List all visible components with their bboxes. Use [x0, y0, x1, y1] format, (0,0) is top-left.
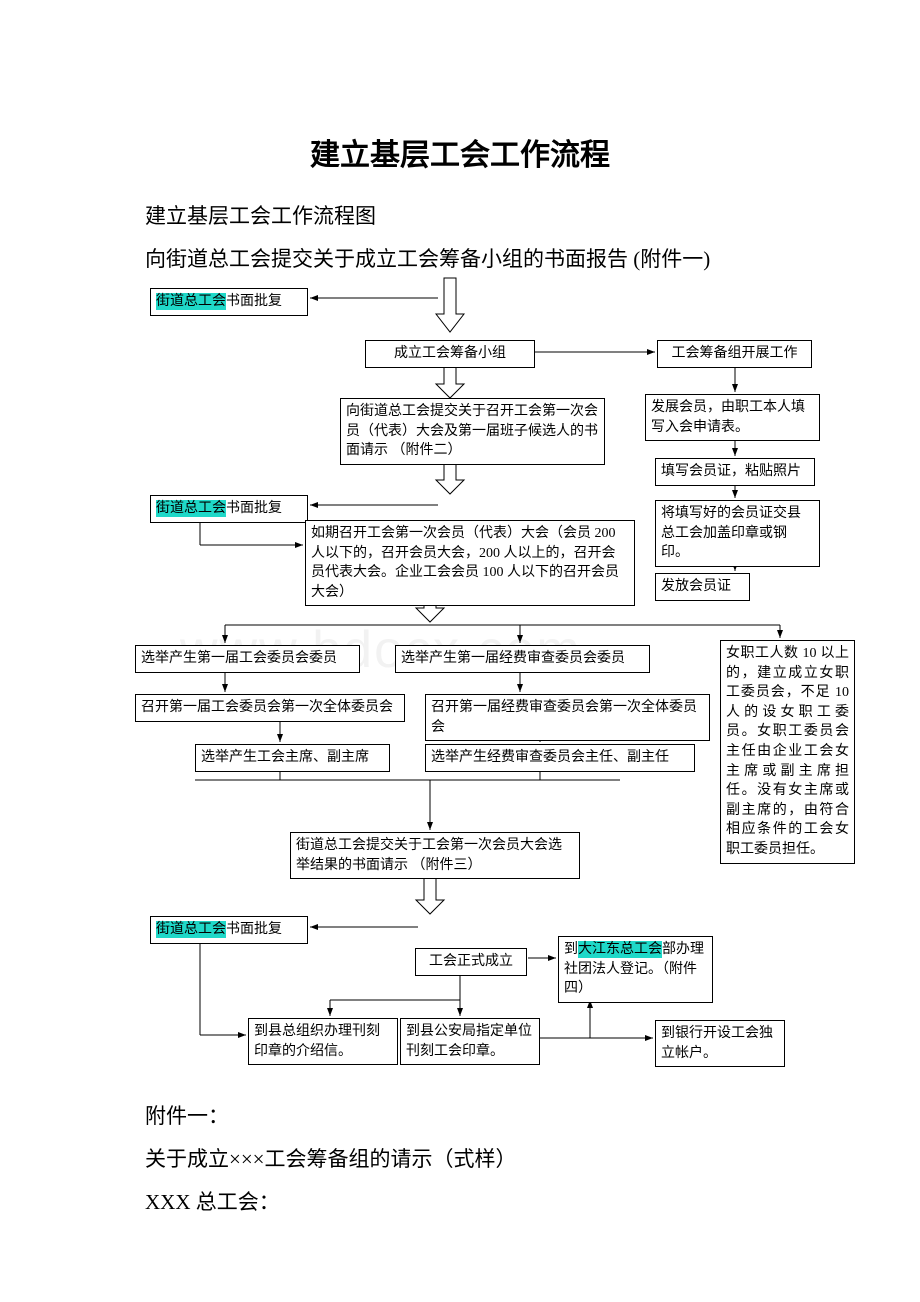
reply-box-1: 街道总工会书面批复 [150, 288, 308, 316]
highlight-4: 大江东总工会 [578, 941, 662, 958]
reply-text-2: 书面批复 [226, 501, 282, 516]
highlight-2: 街道总工会 [156, 500, 226, 517]
node-submit-request: 向街道总工会提交关于召开工会第一次会员（代表）大会及第一届班子候选人的书面请示 … [340, 398, 605, 465]
reply-text-1: 书面批复 [226, 294, 282, 309]
node-women-committee: 女职工人数 10 以上的，建立成立女职工委员会，不足 10 人的设女职工委员。女… [720, 640, 855, 864]
node-group-work: 工会筹备组开展工作 [657, 340, 812, 368]
node-official: 工会正式成立 [415, 948, 527, 976]
reply-box-2: 街道总工会书面批复 [150, 495, 308, 523]
node-elect-audit: 选举产生第一届经费审查委员会委员 [395, 645, 650, 673]
node-elect-committee: 选举产生第一届工会委员会委员 [135, 645, 360, 673]
highlight-1: 街道总工会 [156, 293, 226, 310]
node-elect-audit-chair: 选举产生经费审查委员会主任、副主任 [425, 744, 695, 772]
node-first-committee-meet: 召开第一届工会委员会第一次全体委员会 [135, 694, 405, 722]
node-intro-letter: 到县总组织办理刊刻印章的介绍信。 [248, 1018, 398, 1065]
reply-box-3: 街道总工会书面批复 [150, 916, 308, 944]
node-hold-meeting: 如期召开工会第一次会员（代表）大会（会员 200人以下的，召开会员大会，200 … [305, 520, 635, 606]
node-stamp-card: 将填写好的会员证交县总工会加盖印章或钢印。 [655, 500, 820, 567]
node-register: 到大江东总工会部办理社团法人登记。（附件四） [558, 936, 713, 1003]
node-engrave-stamp: 到县公安局指定单位刊刻工会印章。 [400, 1018, 540, 1065]
node-submit-result: 街道总工会提交关于工会第一次会员大会选举结果的书面请示 （附件三） [290, 832, 580, 879]
node-establish-group: 成立工会筹备小组 [365, 340, 535, 368]
node-fill-card: 填写会员证，粘贴照片 [655, 458, 815, 486]
node-first-audit-meet: 召开第一届经费审查委员会第一次全体委员会 [425, 694, 710, 741]
highlight-3: 街道总工会 [156, 921, 226, 938]
node-elect-chairman: 选举产生工会主席、副主席 [195, 744, 390, 772]
node-bank-account: 到银行开设工会独立帐户。 [655, 1020, 785, 1067]
n18-pre: 到 [564, 942, 578, 957]
node-develop-members: 发展会员，由职工本人填写入会申请表。 [645, 394, 820, 441]
node-issue-card: 发放会员证 [655, 573, 750, 601]
reply-text-3: 书面批复 [226, 922, 282, 937]
